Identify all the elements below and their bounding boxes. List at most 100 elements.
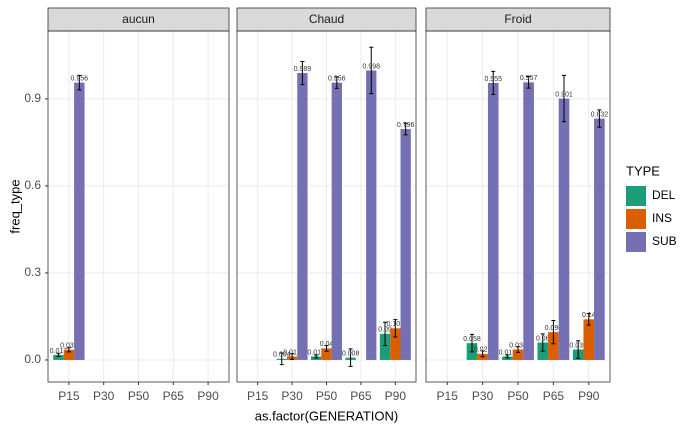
data-label: 0.017: [50, 348, 68, 355]
legend-key: [626, 186, 646, 206]
error-bar: [403, 122, 408, 136]
error-bar: [383, 321, 388, 346]
y-axis-label: freq_type: [7, 179, 22, 233]
panel-border: [425, 30, 611, 383]
x-tick-label: P15: [437, 389, 459, 403]
x-tick-label: P30: [93, 389, 115, 403]
error-bar: [279, 352, 284, 366]
bar: [523, 82, 534, 360]
bar: [321, 348, 332, 360]
error-bar: [56, 353, 61, 357]
data-label: 0.109: [387, 321, 405, 328]
bar: [53, 355, 64, 360]
data-label: 0.796: [397, 122, 415, 129]
strip-title: aucun: [122, 12, 155, 26]
x-tick-label: P30: [472, 389, 494, 403]
data-label: 0.058: [463, 336, 481, 343]
x-tick-label: P90: [197, 389, 219, 403]
bar: [74, 82, 85, 360]
error-bar: [551, 320, 556, 345]
x-tick-label: P15: [247, 389, 269, 403]
data-label: 0.096: [545, 325, 563, 332]
data-label: 0.012: [283, 349, 301, 356]
y-tick-label: 0.6: [24, 178, 41, 192]
legend-label: SUB: [652, 234, 677, 248]
data-label: 0.09: [378, 327, 392, 334]
error-bar: [393, 319, 398, 338]
bar: [558, 98, 570, 360]
y-tick-label: 0.0: [24, 352, 41, 366]
data-label: 0.901: [555, 91, 573, 98]
error-bar: [334, 76, 339, 89]
error-bar: [290, 353, 295, 360]
data-label: 0.036: [569, 342, 587, 349]
y-tick-label: 0.3: [24, 265, 41, 279]
x-tick-label: P65: [350, 389, 372, 403]
x-tick-label: P15: [58, 389, 80, 403]
legend-label: INS: [652, 211, 672, 225]
bar: [583, 319, 595, 360]
data-label: 0.04: [320, 341, 334, 348]
error-bar: [348, 348, 353, 367]
x-tick-label: P65: [543, 389, 565, 403]
data-label: 0.989: [294, 66, 312, 73]
bar: [331, 82, 342, 360]
data-label: 0.14: [582, 312, 596, 319]
data-label: 0.021: [474, 347, 492, 354]
x-tick-label: P50: [128, 389, 150, 403]
data-label: 0.036: [509, 342, 527, 349]
x-axis-label: as.factor(GENERATION): [255, 408, 399, 423]
error-bar: [516, 346, 520, 353]
data-label: 0.012: [499, 349, 517, 356]
bar: [297, 73, 308, 360]
data-label: 0.955: [484, 76, 502, 83]
x-tick-label: P50: [507, 389, 529, 403]
error-bar: [586, 313, 591, 326]
error-bar: [66, 347, 71, 353]
bar: [390, 328, 401, 360]
bar: [594, 118, 605, 360]
data-label: 0.956: [328, 75, 346, 82]
error-bar: [480, 350, 485, 358]
data-label: 0.06: [536, 335, 550, 342]
bar: [366, 70, 377, 360]
error-bar: [540, 333, 545, 352]
x-tick-label: P30: [281, 389, 303, 403]
panel-border: [47, 30, 230, 383]
data-label: 0.004: [273, 352, 291, 359]
error-bar: [597, 109, 602, 128]
panel-border: [236, 30, 417, 383]
error-bar: [562, 74, 566, 123]
bar: [487, 82, 499, 360]
legend-key: [626, 232, 646, 252]
x-tick-label: P90: [578, 389, 600, 403]
legend-label: DEL: [652, 188, 676, 202]
x-tick-label: P90: [385, 389, 407, 403]
error-bar: [324, 344, 329, 352]
data-label: 0.956: [71, 75, 89, 82]
x-tick-label: P50: [316, 389, 338, 403]
legend-title: TYPE: [626, 163, 660, 178]
strip-title: Chaud: [309, 12, 344, 26]
x-tick-label: P65: [163, 389, 185, 403]
y-tick-label: 0.9: [24, 91, 41, 105]
data-label: 0.957: [520, 75, 538, 82]
data-label: 0.998: [362, 63, 380, 70]
strip-title: Froid: [504, 12, 531, 26]
bar: [63, 349, 75, 360]
error-bar: [576, 340, 581, 359]
bar: [512, 349, 524, 360]
legend-key: [626, 209, 646, 229]
bar: [548, 332, 559, 360]
error-bar: [300, 60, 305, 86]
error-bar: [526, 76, 531, 89]
bar: [400, 129, 411, 360]
error-bar: [77, 74, 82, 91]
error-bar: [470, 333, 474, 353]
error-bar: [505, 354, 510, 359]
data-label: 0.035: [60, 343, 78, 350]
data-label: 0.012: [307, 349, 325, 356]
bar: [379, 333, 391, 360]
data-label: 0.832: [591, 111, 609, 118]
